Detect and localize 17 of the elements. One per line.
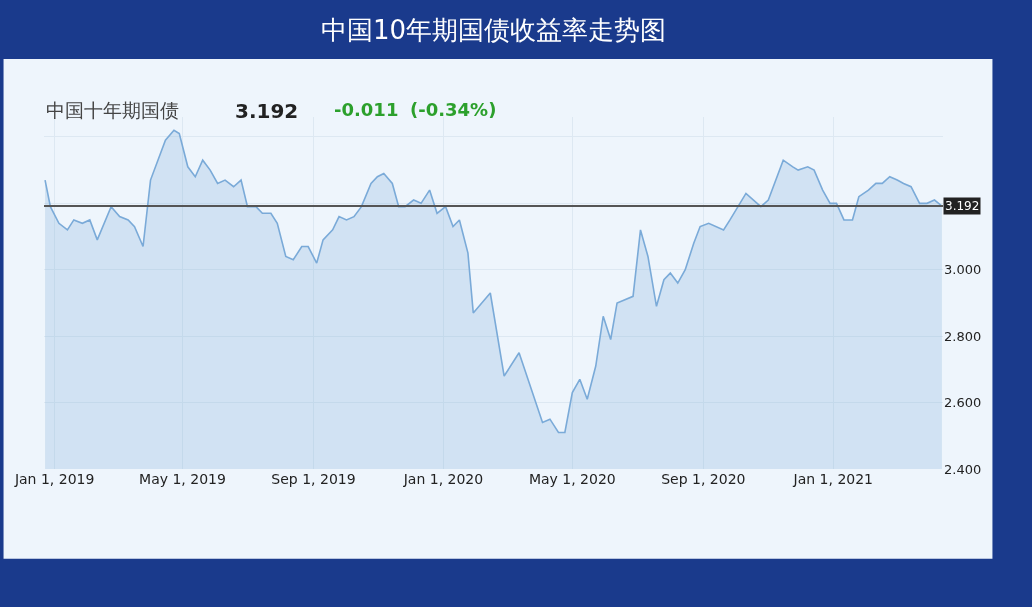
chart-title: 中国10年期国债收益率走势图 [321,15,667,45]
x-tick-label: May 1, 2020 [528,471,616,487]
x-tick-label: Jan 1, 2019 [13,471,95,487]
chart-subtitle: 中国十年期国债 [46,99,179,121]
annotation: (-0.34%) [410,99,497,120]
y-tick-label: 2.800 [944,328,982,344]
x-tick-label: Sep 1, 2019 [271,471,356,487]
annotation: 3.192 [235,99,299,123]
x-tick-label: Sep 1, 2020 [661,471,746,487]
y-tick-label: 2.600 [944,395,982,411]
y-tick-label: 3.000 [944,262,982,278]
x-tick-label: Jan 1, 2021 [792,471,874,487]
ref-line-label: 3.192 [945,199,980,213]
annotation: -0.011 [334,99,399,120]
y-tick-label: 2.400 [944,461,982,477]
x-tick-label: Jan 1, 2020 [402,471,484,487]
x-tick-label: May 1, 2019 [139,471,226,487]
